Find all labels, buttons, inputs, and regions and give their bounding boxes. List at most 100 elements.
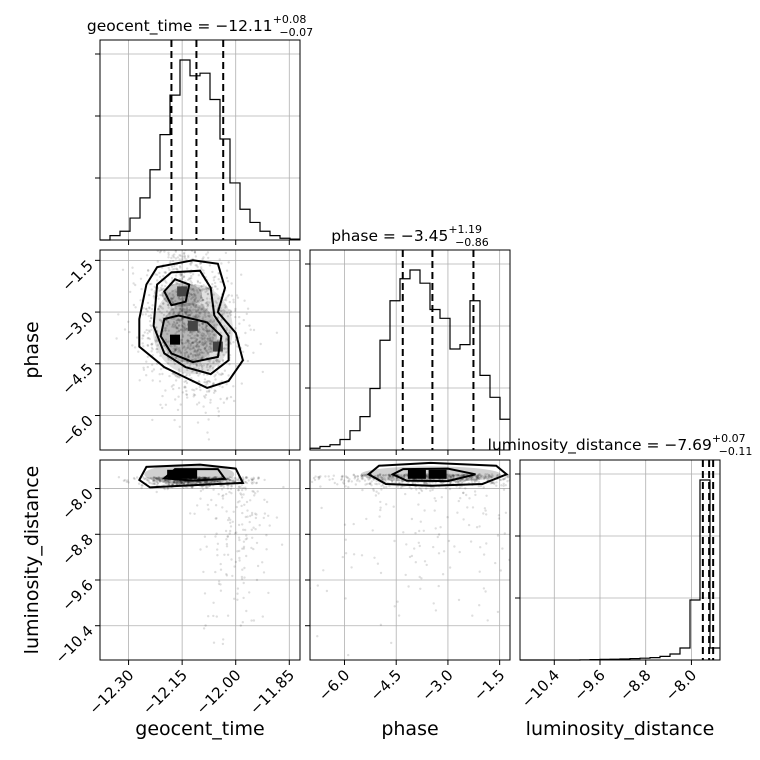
phase-geocent-sample-point (194, 283, 197, 287)
phase-geocent-sample-point (185, 216, 187, 218)
lumdist-geocent-sample-point (208, 480, 211, 484)
phase-geocent-sample-point (227, 374, 230, 377)
lumdist-geocent-sample-point (217, 480, 220, 483)
lumdist-phase-sample-point (419, 520, 422, 523)
phase-geocent-sample-point (213, 375, 216, 378)
phase-geocent-sample-point (189, 352, 192, 355)
lumdist-geocent-sample-point (241, 621, 244, 624)
phase-geocent-sample-point (206, 338, 210, 341)
lumdist-phase-sample-point (364, 483, 367, 486)
phase-geocent-sample-point (176, 281, 179, 285)
lumdist-geocent-sample-point (252, 476, 255, 479)
lumdist-geocent-sample-point (183, 480, 186, 483)
lumdist-phase-sample-point (425, 474, 429, 478)
phase-geocent-sample-point (159, 286, 162, 290)
lumdist-geocent-sample-point (153, 482, 156, 486)
lumdist-geocent-sample-point (168, 480, 171, 483)
lumdist-geocent-sample-point (225, 480, 228, 483)
lumdist-phase-sample-point (372, 489, 375, 492)
lumdist-geocent-sample-point (186, 480, 190, 484)
phase-geocent-sample-point (205, 366, 209, 369)
phase-geocent-sample-point (203, 336, 206, 339)
lumdist-phase-sample-point (362, 474, 365, 477)
lumdist-geocent-sample-point (225, 542, 229, 546)
phase-geocent-sample-point (177, 297, 180, 300)
lumdist-phase-sample-point (432, 602, 435, 605)
phase-geocent-sample-point (208, 334, 211, 338)
phase-geocent-sample-point (145, 307, 148, 310)
phase-geocent-sample-point (206, 286, 209, 290)
lumdist-phase-sample-point (367, 477, 370, 480)
phase-geocent-sample-point (190, 311, 193, 315)
phase-geocent-sample-point (200, 308, 203, 312)
phase-geocent-sample-point (195, 364, 198, 368)
lumdist-geocent-sample-point (164, 482, 168, 485)
lumdist-phase-sample-point (524, 487, 526, 489)
lumdist-geocent-sample-point (222, 638, 225, 641)
phase-geocent-sample-point (207, 379, 211, 383)
phase-geocent-sample-point (174, 274, 178, 277)
lumdist-geocent-sample-point (180, 480, 183, 484)
lumdist-phase-sample-point (425, 563, 428, 567)
lumdist-geocent-sample-point (217, 493, 220, 496)
phase-geocent-sample-point (224, 340, 227, 343)
phase-geocent-sample-point (218, 384, 221, 387)
phase-geocent-sample-point (202, 334, 206, 337)
phase-geocent-sample-point (208, 301, 211, 304)
phase-geocent-sample-point (203, 313, 206, 317)
lumdist-geocent-sample-point (140, 486, 143, 490)
lumdist-geocent-sample-point (203, 480, 207, 484)
phase-geocent-sample-point (164, 389, 167, 392)
lumdist-geocent-sample-point (213, 476, 216, 479)
phase-geocent-plot-area (115, 216, 279, 441)
phase-geocent-sample-point (225, 351, 228, 354)
lumdist-geocent-sample-point (178, 480, 181, 483)
lumdist-geocent-sample-point (175, 480, 178, 484)
lumdist-phase-sample-point (456, 473, 460, 477)
lumdist-geocent-sample-point (161, 480, 164, 483)
phase-geocent-sample-point (164, 285, 167, 288)
phase-geocent-sample-point (202, 256, 205, 259)
phase-geocent-sample-point (177, 318, 180, 321)
lumdist-phase-sample-point (550, 568, 552, 570)
phase-geocent-sample-point (184, 379, 188, 383)
phase-geocent-sample-point (201, 338, 205, 341)
phase-geocent-sample-point (207, 304, 210, 307)
phase-geocent-sample-point (210, 330, 214, 334)
lumdist-geocent-sample-point (230, 484, 233, 488)
phase-geocent-sample-point (175, 290, 178, 293)
lumdist-geocent-sample-point (256, 490, 259, 493)
lumdist-geocent-sample-point (240, 577, 244, 581)
phase-geocent-sample-point (181, 325, 185, 328)
phase-geocent-sample-point (178, 346, 181, 350)
lumdist-phase-sample-point (482, 512, 485, 515)
phase-geocent-sample-point (167, 329, 170, 332)
lumdist-geocent-sample-point (202, 477, 206, 480)
lumdist-phase-sample-point (350, 566, 353, 569)
lumdist-phase-sample-point (381, 483, 385, 487)
phase-geocent-sample-point (226, 315, 230, 318)
phase-geocent-sample-point (142, 307, 145, 310)
lumdist-geocent-sample-point (257, 477, 260, 480)
lumdist-phase-sample-point (378, 515, 381, 518)
phase-geocent-sample-point (177, 350, 180, 353)
lumdist-phase-sample-point (383, 474, 387, 477)
phase-geocent-sample-point (203, 341, 206, 344)
lumdist-geocent-sample-point (217, 580, 221, 583)
lumdist-phase-sample-point (475, 475, 479, 479)
lumdist-geocent-sample-point (199, 476, 202, 479)
lumdist-geocent-sample-point (226, 614, 230, 617)
phase-geocent-sample-point (147, 336, 150, 340)
phase-geocent-sample-point (196, 334, 199, 337)
phase-geocent-sample-point (190, 309, 193, 312)
phase-geocent-sample-point (194, 315, 197, 318)
phase-geocent-sample-point (176, 374, 179, 377)
lumdist-geocent-frame (99, 459, 301, 661)
lumdist-phase-sample-point (379, 500, 382, 504)
lumdist-geocent-sample-point (240, 575, 244, 579)
phase-geocent-sample-point (180, 272, 183, 275)
phase-geocent-sample-point (194, 344, 197, 348)
lumdist-geocent-sample-point (267, 514, 270, 517)
lumdist-geocent-sample-point (155, 477, 158, 480)
phase-geocent-sample-point (129, 290, 132, 294)
